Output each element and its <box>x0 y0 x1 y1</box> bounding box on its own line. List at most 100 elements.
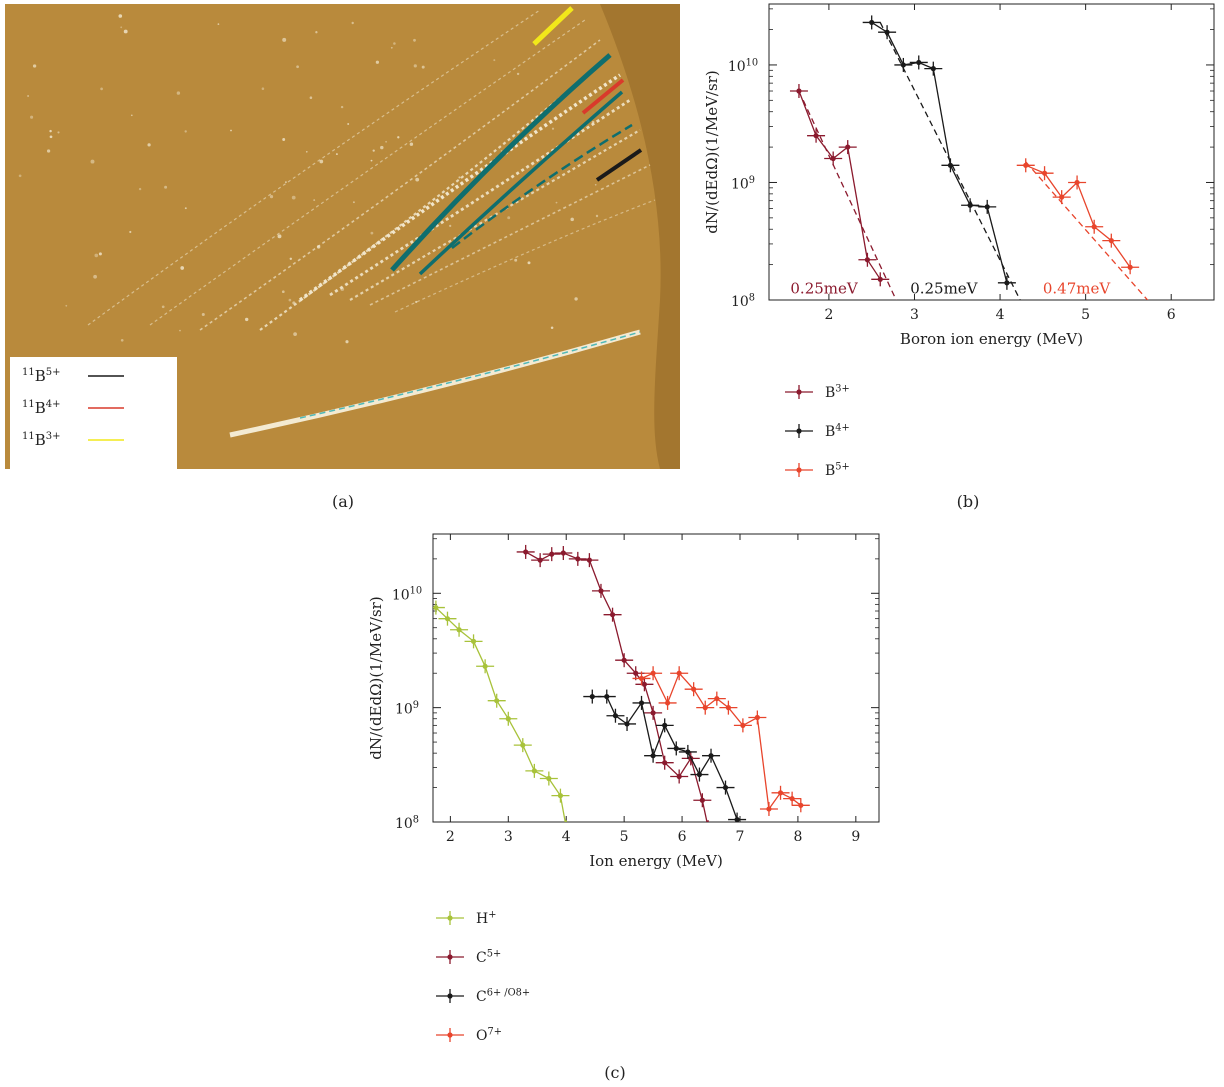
speckle-dot <box>555 201 558 204</box>
speckle-dot <box>390 46 393 49</box>
speckle-dot <box>46 149 51 153</box>
data-point <box>869 19 875 26</box>
data-point <box>470 638 477 644</box>
speckle-dot <box>372 149 375 152</box>
trace-highlight-2 <box>418 90 624 276</box>
y-tick-label-sup: 9 <box>749 175 755 186</box>
data-point <box>520 742 526 748</box>
data-point <box>662 760 668 766</box>
speckle-dot <box>120 26 123 29</box>
speckle-dot <box>282 37 287 42</box>
legend-a-ion: B <box>35 367 46 385</box>
speckle-dot <box>281 290 285 294</box>
legend-label-sup: 6+ /O8+ <box>487 987 530 998</box>
speckle-dot <box>65 304 68 307</box>
legend-item-1: B4+ <box>785 422 850 440</box>
speckle-dot <box>347 123 350 125</box>
annotation: 0.47meV <box>1043 280 1111 298</box>
speckle-dot <box>98 252 102 256</box>
data-point <box>930 66 936 72</box>
speckle-dot <box>269 194 274 199</box>
speckle-dot <box>245 317 249 322</box>
legend-swatch-dot <box>796 389 802 395</box>
x-tick-label: 3 <box>504 829 513 845</box>
data-point <box>494 698 500 704</box>
legend-item-2: C6+ /O8+ <box>436 987 530 1005</box>
speckle-dot <box>594 183 597 186</box>
x-tick-label: 5 <box>1081 307 1090 323</box>
data-point <box>696 771 703 778</box>
trace-line <box>369 164 651 306</box>
legend-a-label-1: 11B4+ <box>22 399 61 417</box>
speckle-dot <box>184 207 187 210</box>
data-point <box>1004 280 1010 286</box>
panel-a-legend: 11B5+11B4+11B3+ <box>10 357 177 469</box>
speckle-dot <box>551 127 555 130</box>
trace-highlight-main <box>390 53 612 272</box>
data-point <box>864 257 871 263</box>
legend-swatch-dot <box>447 1032 453 1038</box>
legend-label: B3+ <box>825 383 850 401</box>
data-point <box>813 133 819 139</box>
data-point <box>702 705 708 711</box>
series-2 <box>583 689 747 822</box>
speckle-dot <box>352 201 355 204</box>
speckle-dot <box>118 14 123 18</box>
data-point <box>916 59 922 66</box>
annotation: 0.25meV <box>910 280 978 298</box>
plot-frame <box>768 3 1215 301</box>
series-line <box>871 21 1008 283</box>
legend-a-charge: 3+ <box>46 431 61 442</box>
speckle-dot <box>100 87 103 91</box>
data-point <box>456 627 462 633</box>
data-point <box>676 773 682 780</box>
x-tick-label: 7 <box>736 829 745 845</box>
x-tick-label: 4 <box>562 829 571 845</box>
speckle-dot <box>176 91 181 95</box>
legend-label: C6+ /O8+ <box>476 987 530 1005</box>
trace-line <box>298 73 621 302</box>
data-point <box>433 604 439 611</box>
legend-a-charge: 4+ <box>46 399 61 410</box>
legend-swatch-dot <box>447 954 453 960</box>
x-tick-label: 2 <box>446 829 455 845</box>
data-point <box>589 693 595 700</box>
panel-label-a: (a) <box>332 492 354 511</box>
speckle-dot <box>147 143 151 147</box>
x-tick-label: 5 <box>620 829 629 845</box>
speckle-dot <box>393 42 396 45</box>
y-axis-label: dN/(dEdΩ)(1/MeV/sr) <box>367 596 385 759</box>
speckle-dot <box>493 59 496 62</box>
data-point <box>604 693 610 700</box>
y-tick-label: 1010 <box>728 57 758 75</box>
speckle-dot <box>289 257 293 261</box>
series-1 <box>516 544 712 830</box>
plot-frame <box>432 533 880 823</box>
data-point <box>557 793 564 799</box>
speckle-dot <box>370 231 374 235</box>
data-point <box>650 753 656 759</box>
data-point <box>505 716 511 722</box>
panel-label-c: (c) <box>604 1063 625 1082</box>
y-tick-label: 108 <box>395 814 419 832</box>
legend-label-sup: + <box>488 909 496 920</box>
legend-label: O7+ <box>476 1026 502 1044</box>
speckle-dot <box>514 258 518 262</box>
speckle-dot <box>315 31 318 34</box>
data-point <box>575 556 581 562</box>
data-point <box>1059 194 1065 200</box>
speckle-dot <box>184 130 187 133</box>
speckle-dot <box>138 187 142 191</box>
speckle-dot <box>179 329 181 332</box>
legend-item-0: B3+ <box>785 383 850 401</box>
trace-line <box>149 19 586 326</box>
panel-label-b: (b) <box>957 492 980 511</box>
speckle-dot <box>293 332 297 336</box>
speckle-dot <box>316 245 321 249</box>
series-line <box>641 671 802 811</box>
data-point <box>706 825 711 830</box>
speckle-dot <box>413 64 417 68</box>
data-point <box>699 797 705 803</box>
